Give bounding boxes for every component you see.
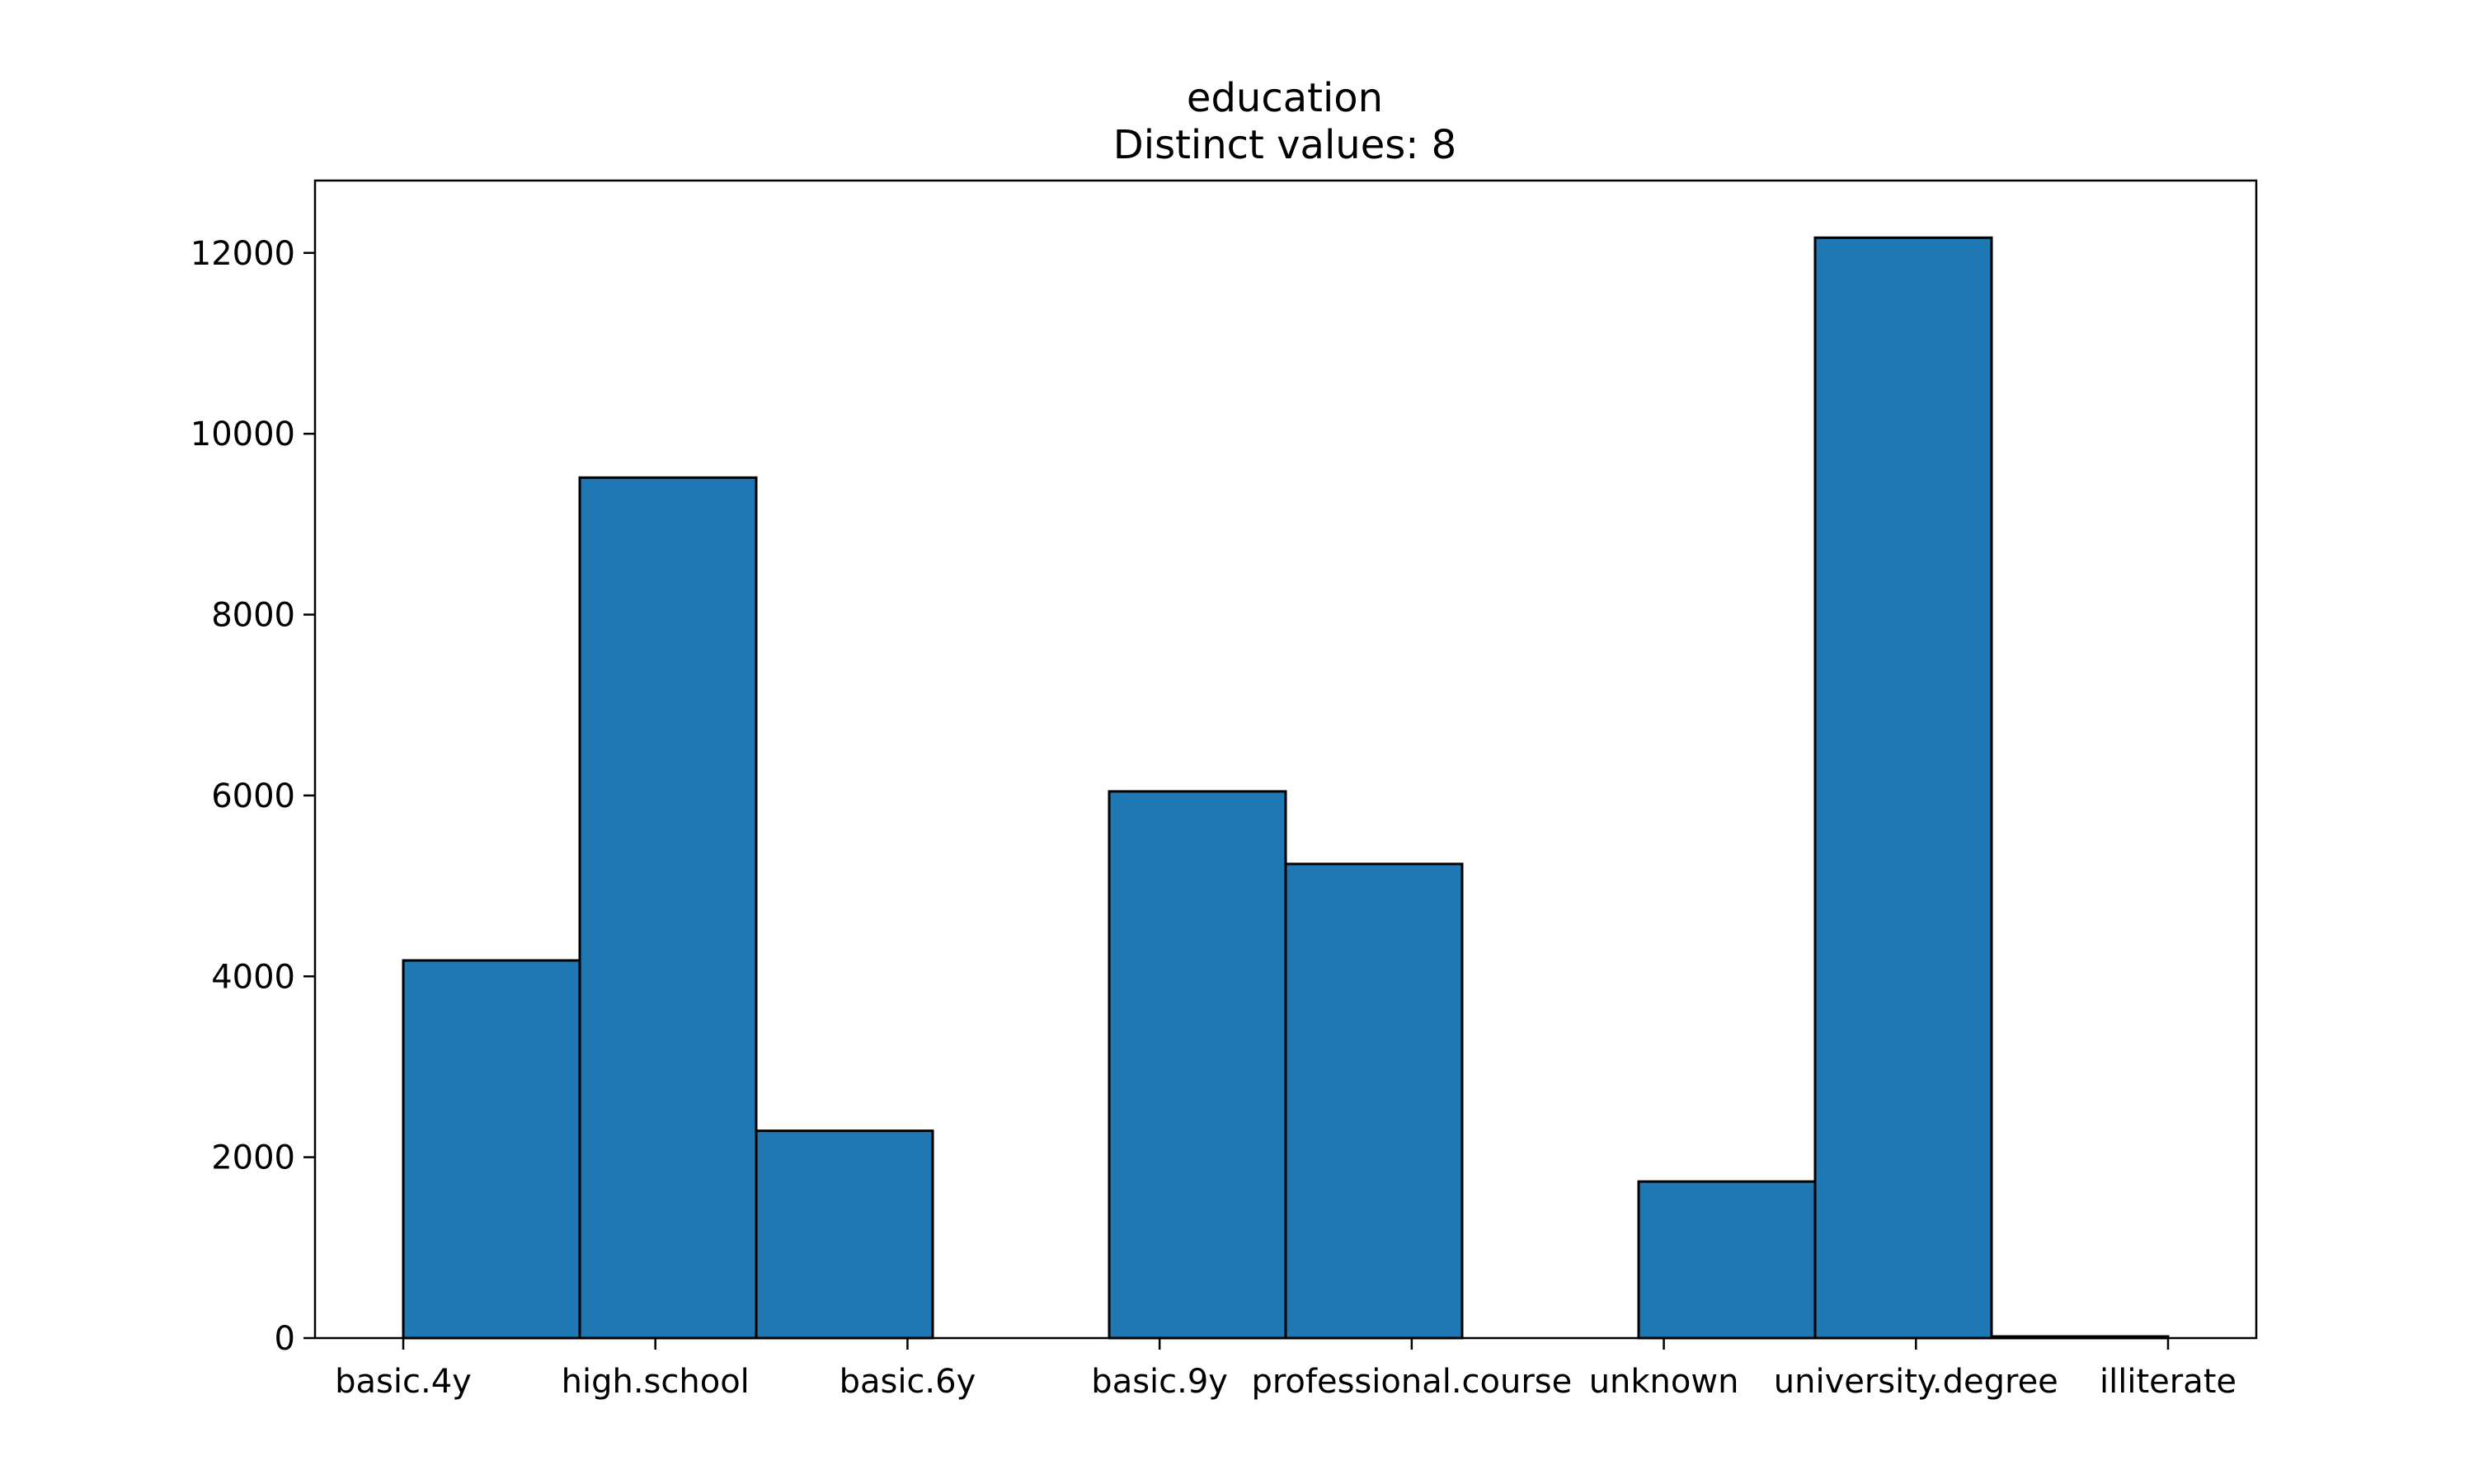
histogram-bar bbox=[1637, 1180, 1817, 1340]
y-tick-label: 2000 bbox=[211, 1139, 295, 1177]
y-tick-label: 0 bbox=[275, 1320, 295, 1358]
histogram-bar bbox=[1284, 862, 1464, 1340]
x-tick-label: illiterate bbox=[2100, 1363, 2236, 1401]
histogram-bar bbox=[402, 959, 581, 1340]
y-tick-label: 6000 bbox=[211, 777, 295, 815]
y-tick-label: 12000 bbox=[190, 235, 295, 273]
histogram-bar bbox=[755, 1129, 934, 1340]
y-tick-label: 4000 bbox=[211, 958, 295, 996]
chart-title: education bbox=[1187, 75, 1383, 121]
histogram-bar bbox=[1813, 236, 1993, 1340]
x-tick-label: professional.course bbox=[1251, 1363, 1572, 1401]
x-tick-label: basic.4y bbox=[335, 1363, 472, 1401]
x-tick-label: unknown bbox=[1589, 1363, 1739, 1401]
chart-subtitle: Distinct values: 8 bbox=[1113, 122, 1456, 168]
y-tick-label: 8000 bbox=[211, 597, 295, 635]
axes-frame bbox=[313, 179, 2258, 1340]
histogram-bar bbox=[578, 476, 758, 1340]
x-tick-label: basic.6y bbox=[840, 1363, 976, 1401]
y-tick-label: 10000 bbox=[190, 416, 295, 453]
x-tick-label: basic.9y bbox=[1091, 1363, 1228, 1401]
x-tick-label: high.school bbox=[562, 1363, 750, 1401]
bars-layer bbox=[402, 236, 2170, 1340]
x-tick-label: university.degree bbox=[1774, 1363, 2058, 1401]
histogram-bar bbox=[1108, 790, 1287, 1340]
ticks-layer: 0 2000 4000 6000 8000 10000 12000 basic.4y high.… bbox=[190, 235, 2236, 1401]
